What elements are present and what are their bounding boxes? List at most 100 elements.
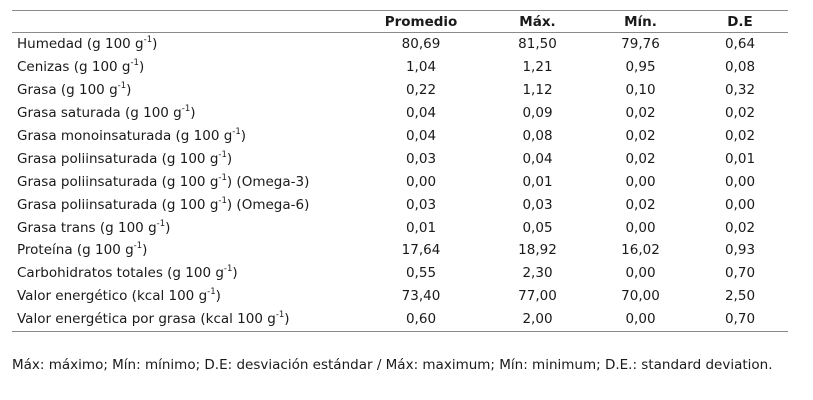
row-label: Cenizas (g 100 g-1) [12, 56, 356, 79]
cell-de: 2,50 [724, 288, 756, 305]
cell-promedio: 0,03 [405, 150, 437, 167]
cell-de: 0,70 [724, 311, 756, 328]
cell-de: 0,01 [724, 150, 756, 167]
unit-exponent: -1 [207, 287, 216, 298]
table-row: Carbohidratos totales (g 100 g-1) 0,55 2,3… [12, 262, 788, 285]
unit-exponent: -1 [275, 310, 285, 321]
table-row: Grasa (g 100 g-1) 0,22 1,12 0,10 0,32 [12, 79, 788, 102]
cell-promedio: 17,64 [401, 242, 441, 259]
cell-de: 0,70 [724, 265, 756, 282]
row-label-text: Grasa monoinsaturada (g 100 g [17, 128, 233, 144]
cell-max: 0,03 [522, 196, 553, 213]
header-row: Promedio Máx. Mín. D.E [12, 10, 788, 33]
cell-promedio: 80,69 [401, 36, 441, 53]
cell-max: 0,09 [522, 105, 553, 122]
row-label: Grasa monoinsaturada (g 100 g-1) [12, 125, 356, 148]
row-label-suffix: ) [240, 128, 247, 144]
row-label-suffix: ) [284, 311, 290, 328]
cell-promedio: 0,04 [405, 128, 437, 144]
cell-min: 0,00 [625, 173, 656, 190]
cell-promedio: 0,04 [405, 105, 437, 122]
cell-max: 1,12 [522, 82, 553, 99]
table-row: Grasa saturada (g 100 g-1) 0,04 0,09 0,02 0,… [12, 102, 788, 125]
cell-max: 2,00 [522, 311, 553, 328]
unit-exponent: -1 [117, 81, 127, 92]
table-row: Valor energética por grasa (kcal 100 g-1… [12, 308, 788, 332]
row-label-text: Grasa trans (g 100 g [17, 219, 157, 236]
unit-exponent: -1 [143, 35, 153, 46]
header-promedio: Promedio [384, 13, 458, 30]
table-row: Grasa poliinsaturada (g 100 g-1) (Omega-… [12, 170, 788, 193]
cell-promedio: 0,00 [405, 173, 437, 190]
cell-promedio: 0,22 [405, 82, 437, 99]
table-row: Valor energético (kcal 100 g-1) 73,40 77,0… [12, 285, 788, 308]
row-label-text: Grasa poliinsaturada (g 100 g [17, 173, 219, 190]
table-row: Grasa poliinsaturada (g 100 g-1) (Omega-… [12, 193, 788, 216]
row-label: Humedad (g 100 g-1) [12, 33, 356, 56]
row-label: Grasa poliinsaturada (g 100 g-1) (Omega-… [12, 193, 356, 216]
cell-min: 0,95 [625, 59, 656, 76]
row-label-text: Grasa poliinsaturada (g 100 g [17, 150, 219, 167]
table-row: Grasa monoinsaturada (g 100 g-1) 0,04 0,08… [12, 125, 788, 148]
cell-max: 18,92 [518, 242, 557, 259]
row-label: Grasa poliinsaturada (g 100 g-1) (Omega-… [12, 170, 356, 193]
cell-promedio: 1,04 [405, 59, 437, 76]
cell-max: 2,30 [522, 265, 553, 282]
row-label-suffix: ) [138, 59, 145, 76]
cell-promedio: 73,40 [401, 288, 441, 305]
row-label-suffix: ) [142, 242, 148, 259]
cell-promedio: 0,03 [405, 196, 437, 213]
row-label: Grasa trans (g 100 g-1) [12, 216, 356, 239]
row-label-text: Cenizas (g 100 g [17, 59, 131, 76]
cell-max: 1,21 [522, 59, 553, 76]
header-label-column [12, 11, 356, 33]
row-label-suffix: ) [190, 105, 196, 122]
cell-de: 0,93 [724, 242, 756, 259]
row-label-suffix: ) [215, 288, 221, 305]
row-label: Grasa saturada (g 100 g-1) [12, 102, 356, 125]
row-label: Valor energético (kcal 100 g-1) [12, 285, 356, 308]
cell-min: 0,02 [625, 196, 656, 213]
row-label-text: Grasa saturada (g 100 g [17, 105, 182, 122]
cell-de: 0,02 [724, 105, 756, 122]
cell-de: 0,00 [724, 173, 756, 190]
row-label-suffix: ) (Omega-3) [226, 173, 310, 190]
cell-max: 77,00 [518, 288, 557, 305]
row-label-text: Valor energética por grasa (kcal 100 g [17, 311, 276, 328]
cell-min: 16,02 [621, 242, 660, 259]
table-row: Proteína (g 100 g-1) 17,64 18,92 16,02 0,93 [12, 239, 788, 262]
unit-exponent: -1 [218, 195, 227, 206]
table-row: Grasa poliinsaturada (g 100 g-1) 0,03 0,04… [12, 147, 788, 170]
table-row: Cenizas (g 100 g-1) 1,04 1,21 0,95 0,08 [12, 56, 788, 79]
cell-min: 0,02 [625, 105, 656, 122]
row-label-suffix: ) (Omega-6) [226, 196, 310, 213]
unit-exponent: -1 [223, 264, 233, 275]
cell-max: 0,01 [522, 173, 553, 190]
cell-min: 70,00 [621, 288, 660, 305]
row-label: Grasa poliinsaturada (g 100 g-1) [12, 147, 356, 170]
row-label-text: Humedad (g 100 g [17, 36, 144, 53]
row-label-text: Grasa (g 100 g [17, 82, 118, 99]
row-label-suffix: ) [165, 219, 171, 236]
nutrition-table: Promedio Máx. Mín. D.E Humedad (g 100 g-… [12, 10, 788, 332]
header-max: Máx. [519, 13, 556, 30]
unit-exponent: -1 [232, 127, 241, 137]
table-body: Humedad (g 100 g-1) 80,69 81,50 79,76 0,64 Ce… [12, 33, 788, 332]
cell-max: 0,04 [522, 150, 553, 167]
row-label-suffix: ) [232, 265, 238, 282]
cell-min: 0,02 [625, 128, 656, 144]
row-label-suffix: ) [152, 36, 158, 53]
row-label: Proteína (g 100 g-1) [12, 239, 356, 262]
cell-min: 0,00 [625, 219, 656, 236]
cell-min: 0,02 [625, 150, 656, 167]
table-row: Grasa trans (g 100 g-1) 0,01 0,05 0,00 0,02 [12, 216, 788, 239]
unit-exponent: -1 [133, 241, 143, 252]
cell-min: 0,00 [625, 311, 656, 328]
unit-exponent: -1 [181, 104, 191, 115]
cell-min: 0,00 [625, 265, 656, 282]
row-label: Grasa (g 100 g-1) [12, 79, 356, 102]
nutrition-table-container: Promedio Máx. Mín. D.E Humedad (g 100 g-… [12, 10, 788, 332]
row-label-suffix: ) [226, 150, 233, 167]
cell-de: 0,08 [724, 59, 756, 76]
cell-max: 0,08 [522, 128, 553, 144]
